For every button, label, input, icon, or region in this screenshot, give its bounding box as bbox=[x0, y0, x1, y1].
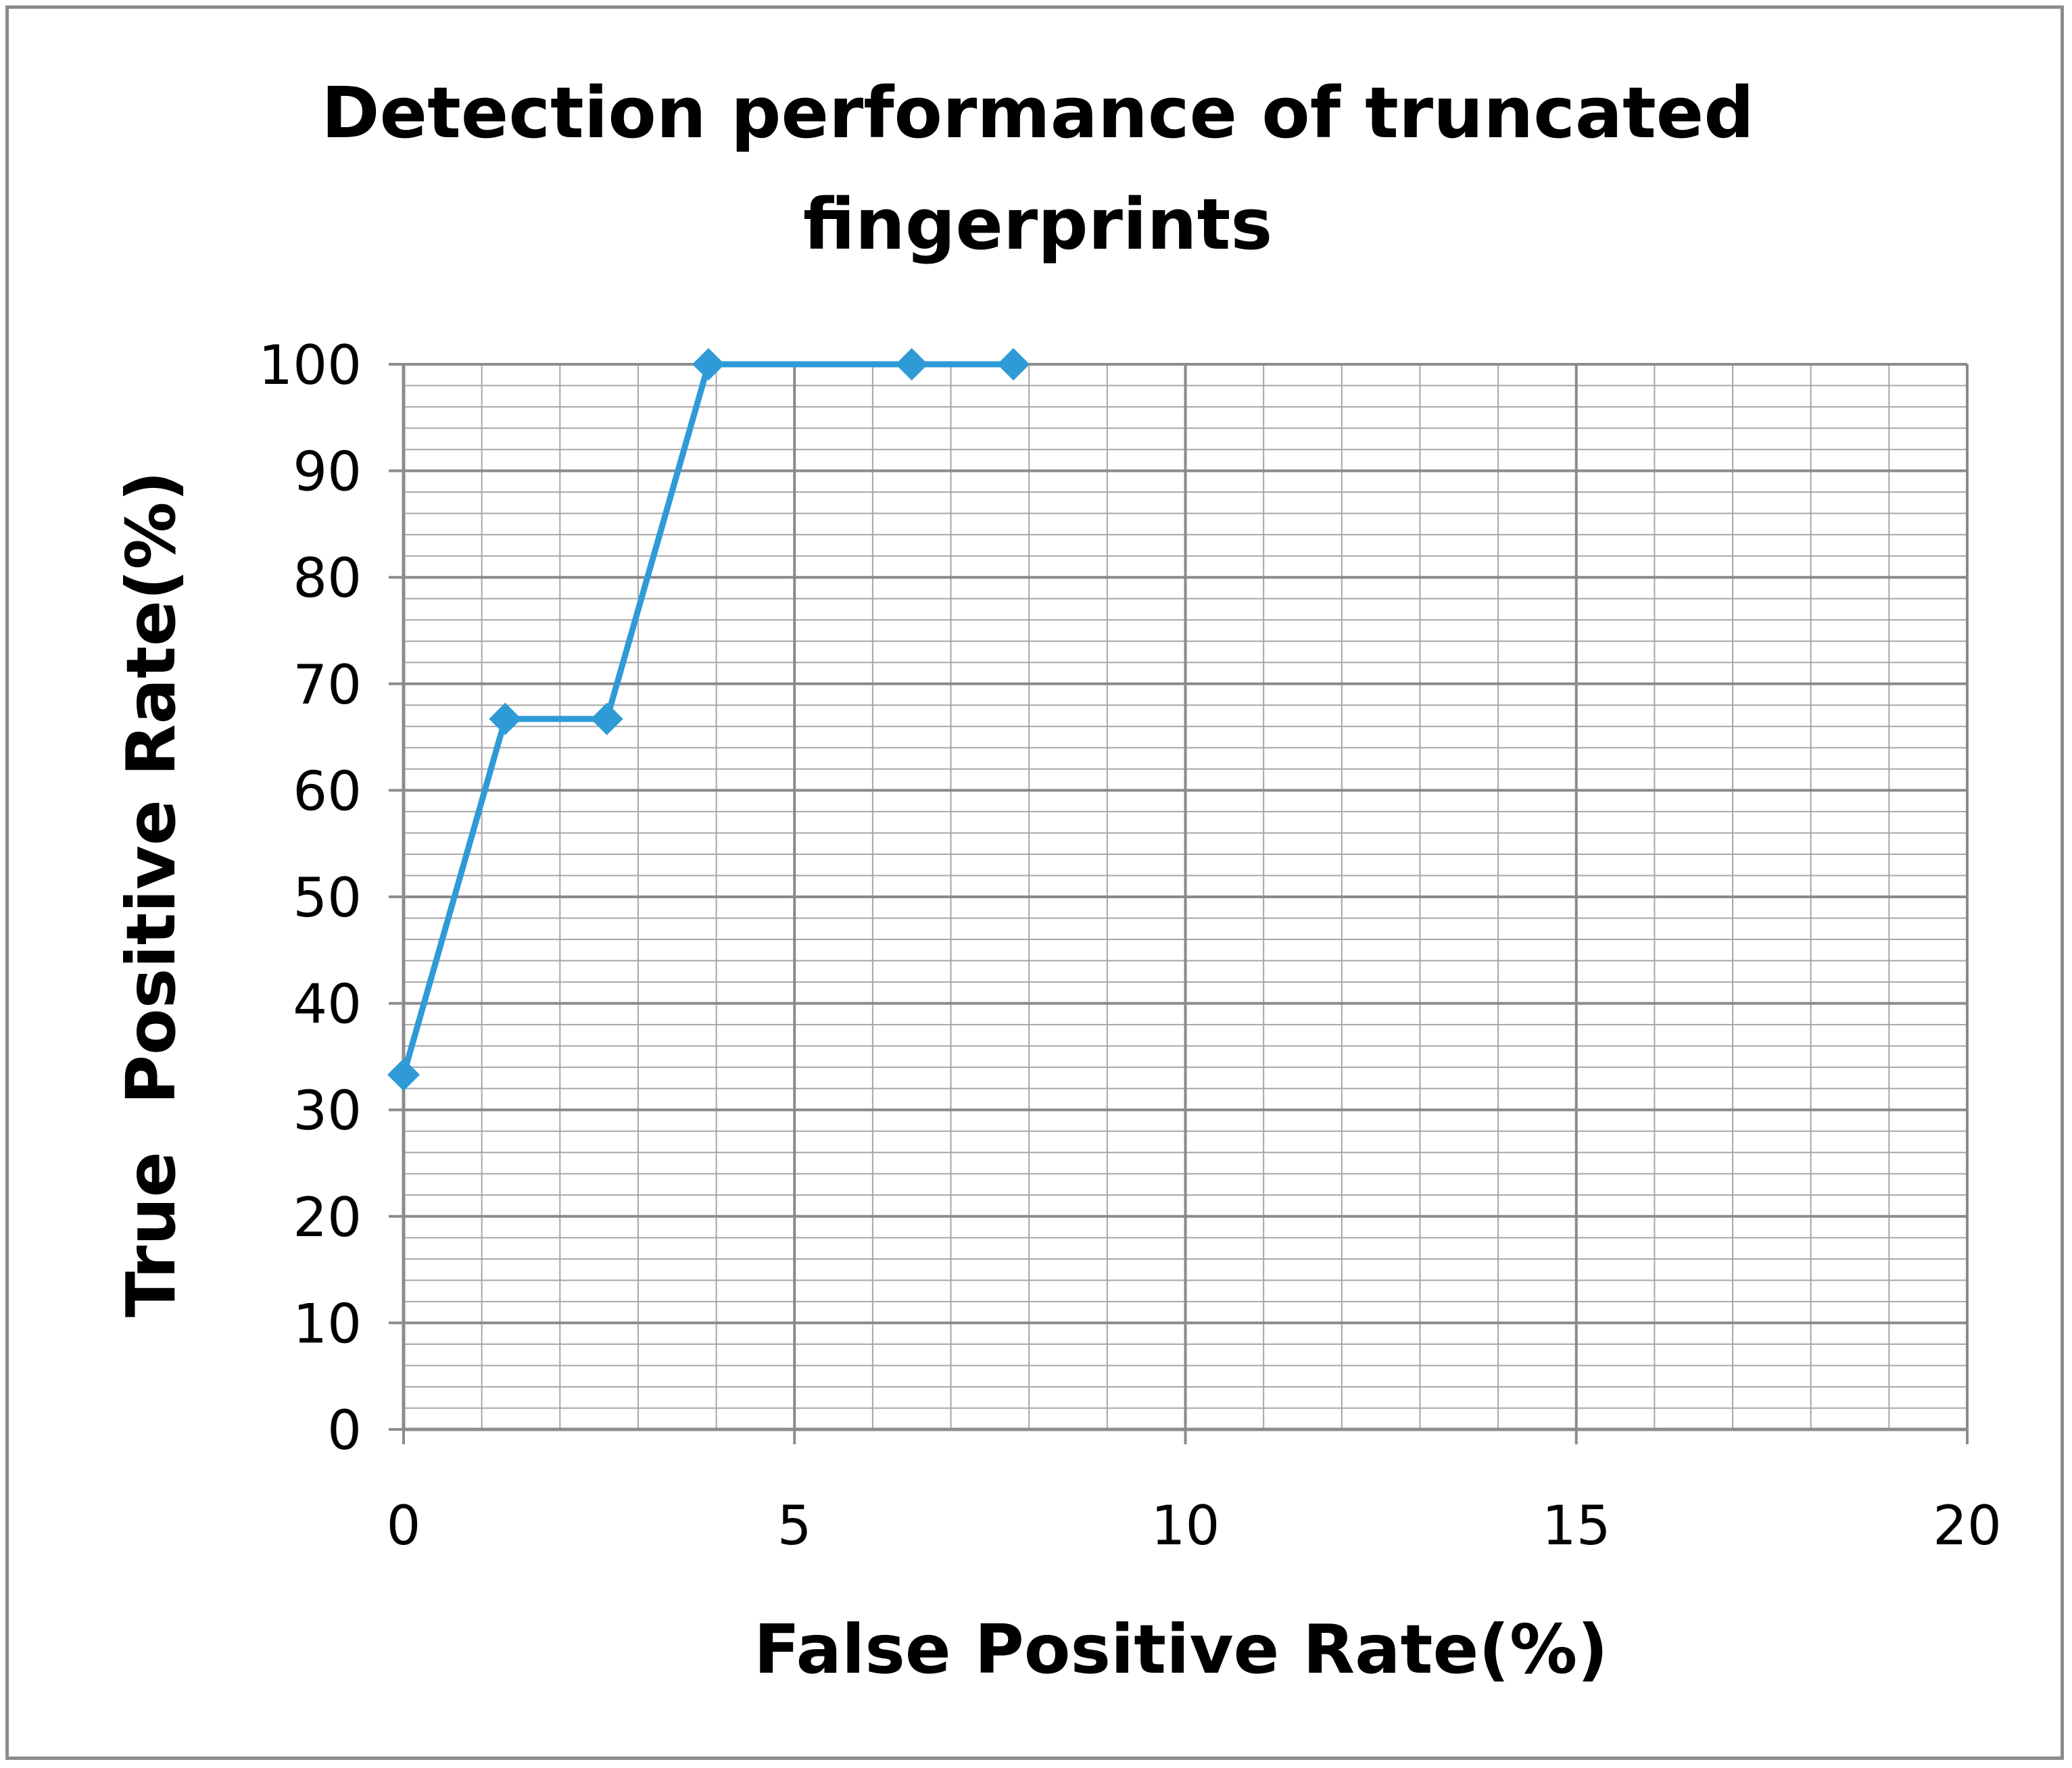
chart-title-line-1: Detection performance of truncated bbox=[321, 72, 1754, 154]
data-point-marker bbox=[590, 702, 623, 735]
data-point-marker bbox=[489, 702, 522, 735]
x-tick-label: 20 bbox=[1933, 1494, 2002, 1557]
x-tick-label: 15 bbox=[1542, 1494, 1611, 1557]
y-axis-title: True Positive Rate(%) bbox=[112, 471, 191, 1318]
data-point-marker bbox=[387, 1058, 420, 1091]
x-tick-label: 0 bbox=[387, 1494, 421, 1557]
y-tick-label: 90 bbox=[293, 441, 362, 504]
y-tick-label: 10 bbox=[293, 1292, 362, 1355]
data-point-marker bbox=[997, 348, 1030, 380]
data-point-marker bbox=[895, 348, 928, 380]
y-axis-ticks: 0 10 20 30 40 50 60 70 80 90 100 bbox=[258, 334, 404, 1462]
y-tick-label: 70 bbox=[293, 654, 362, 716]
chart: Detection performance of truncated finge… bbox=[112, 72, 2002, 1689]
y-tick-label: 30 bbox=[293, 1079, 362, 1142]
y-tick-label: 50 bbox=[293, 866, 362, 929]
y-tick-label: 40 bbox=[293, 973, 362, 1036]
chart-frame: Detection performance of truncated finge… bbox=[5, 5, 2064, 1760]
major-gridlines bbox=[404, 363, 1969, 1429]
y-tick-label: 60 bbox=[293, 760, 362, 822]
y-tick-label: 80 bbox=[293, 547, 362, 610]
x-axis-title: False Positive Rate(%) bbox=[754, 1610, 1608, 1689]
y-tick-label: 0 bbox=[327, 1399, 362, 1462]
data-point-marker bbox=[692, 348, 725, 380]
series-line bbox=[400, 361, 1014, 1076]
x-axis-ticks: 0 5 10 15 20 bbox=[387, 1429, 2002, 1557]
y-tick-label: 20 bbox=[293, 1186, 362, 1249]
chart-title-line-2: fingerprints bbox=[803, 183, 1272, 266]
x-tick-label: 5 bbox=[777, 1494, 812, 1557]
y-tick-label: 100 bbox=[258, 334, 362, 397]
x-tick-label: 10 bbox=[1151, 1494, 1220, 1557]
series-layer bbox=[387, 348, 1030, 1091]
